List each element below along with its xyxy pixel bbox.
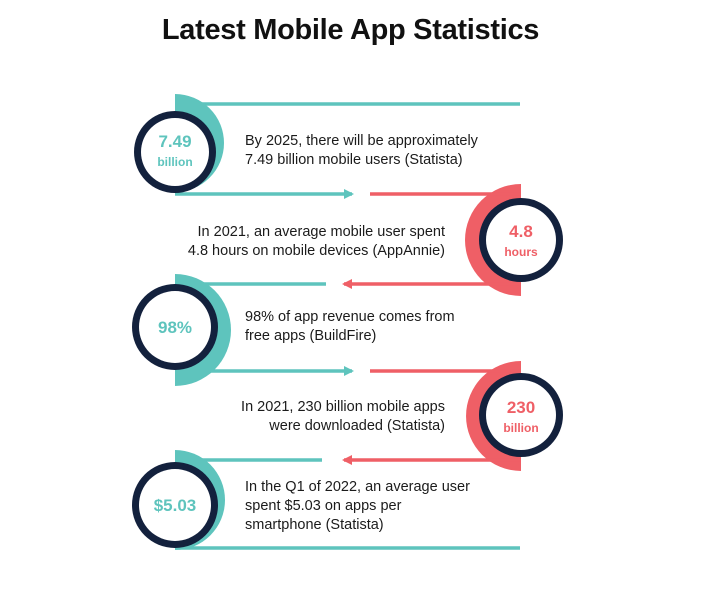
stat-description-4: In 2021, 230 billion mobile apps were do… <box>100 398 445 436</box>
stat-unit-2: hours <box>504 245 538 259</box>
stat-description-5: In the Q1 of 2022, an average user spent… <box>245 478 575 535</box>
stat-description-5-line-1: In the Q1 of 2022, an average user <box>245 479 470 495</box>
stat-unit-1: billion <box>157 155 192 169</box>
stat-node-1: 7.49 billion <box>134 94 520 199</box>
stat-description-3: 98% of app revenue comes from free apps … <box>245 308 575 346</box>
page-title: Latest Mobile App Statistics <box>161 14 540 46</box>
stat-description-5-line-2: spent $5.03 on apps per <box>245 498 402 514</box>
stat-description-4-line-2: were downloaded (Statista) <box>269 418 445 434</box>
stat-description-2-line-2: 4.8 hours on mobile devices (AppAnnie) <box>187 243 445 259</box>
stat-node-4-inner <box>486 380 556 450</box>
stat-description-2-line-1: In 2021, an average mobile user spent <box>197 224 445 240</box>
stat-node-5: $5.03 <box>132 450 520 550</box>
stat-description-5-line-3: smartphone (Statista) <box>245 517 384 533</box>
stat-value-2: 4.8 <box>509 222 533 241</box>
stat-node-3-inner <box>139 291 211 363</box>
stat-value-5: $5.03 <box>154 496 197 515</box>
stat-description-2: In 2021, an average mobile user spent 4.… <box>100 223 445 261</box>
stat-node-1-inner <box>141 118 209 186</box>
stat-node-4: 230 billion <box>342 361 563 471</box>
stat-node-2: 4.8 hours <box>342 184 563 296</box>
stat-description-1: By 2025, there will be approximately 7.4… <box>245 132 575 170</box>
stat-value-4: 230 <box>507 398 535 417</box>
stat-node-3: 98% <box>132 274 354 386</box>
stat-description-4-line-1: In 2021, 230 billion mobile apps <box>241 399 445 415</box>
stat-value-3: 98% <box>158 318 192 337</box>
stat-node-2-inner <box>486 205 556 275</box>
stat-description-3-line-1: 98% of app revenue comes from <box>245 309 455 325</box>
stat-description-3-line-2: free apps (BuildFire) <box>245 328 377 344</box>
stat-description-1-line-2: 7.49 billion mobile users (Statista) <box>245 152 463 168</box>
stat-node-5-inner <box>139 469 211 541</box>
stat-unit-4: billion <box>503 421 538 435</box>
stat-value-1: 7.49 <box>158 132 191 151</box>
stat-description-1-line-1: By 2025, there will be approximately <box>245 133 478 149</box>
